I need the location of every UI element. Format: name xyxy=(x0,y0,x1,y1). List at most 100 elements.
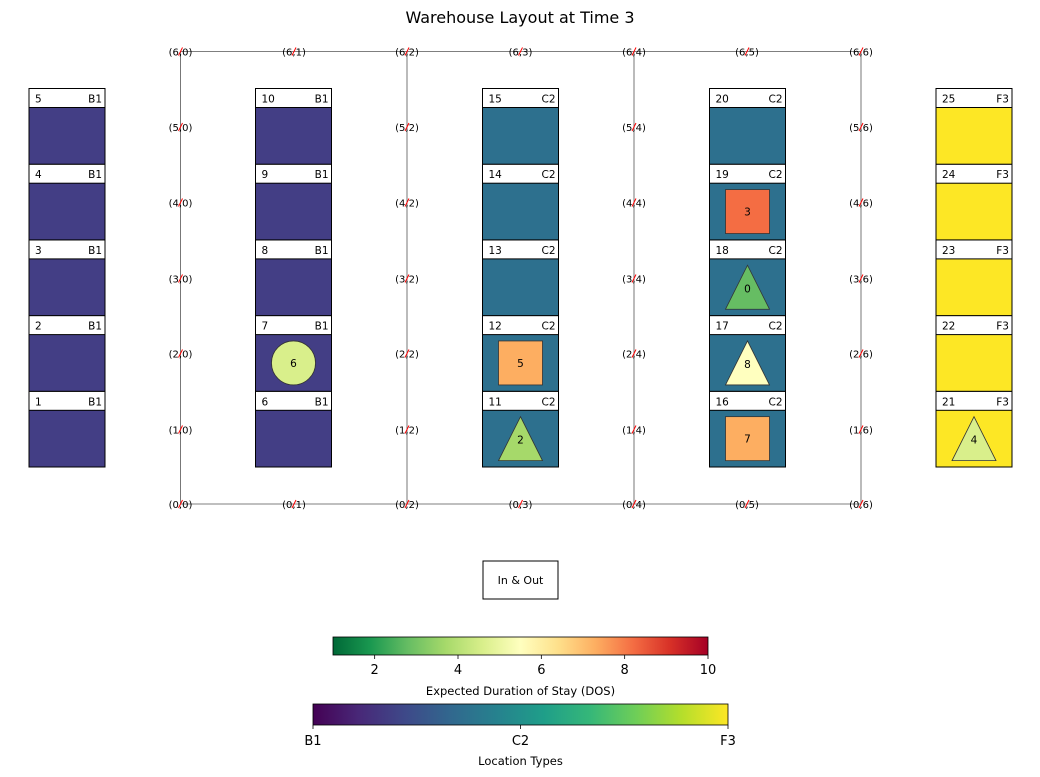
types-colorbar-label: Location Types xyxy=(478,754,563,768)
dos-tick-label: 8 xyxy=(621,663,629,678)
grid-node-marker xyxy=(744,499,750,509)
grid-node-label: (0,4) xyxy=(622,500,646,511)
location-type: B1 xyxy=(315,169,329,181)
location-type: B1 xyxy=(315,94,329,106)
grid-node-label: (2,4) xyxy=(622,350,646,361)
storage-location: 20 C2 xyxy=(709,88,786,165)
stored-items: 6 2 5 7 8 0 3 4 xyxy=(271,189,997,462)
location-id: 12 xyxy=(489,321,502,333)
dos-colorbar: 2 4 6 8 10 Expected Duration of Stay (DOS) xyxy=(332,636,717,698)
storage-location: 5 B1 xyxy=(28,88,106,165)
storage-location: 15 C2 xyxy=(482,88,559,165)
grid-node-marker xyxy=(178,198,183,207)
grid-node-label: (2,2) xyxy=(395,350,419,361)
item-shape xyxy=(497,415,544,462)
grid-node-marker xyxy=(631,499,637,509)
grid-node-label: (4,2) xyxy=(395,199,419,210)
grid-node-label: (1,6) xyxy=(849,426,873,437)
grid-node-label: (1,2) xyxy=(395,426,419,437)
grid-node-marker xyxy=(631,349,637,358)
item-triangle: 0 xyxy=(724,264,771,310)
grid-node-label: (6,6) xyxy=(849,48,873,59)
location-type: C2 xyxy=(541,245,555,257)
dos-tick-label: 10 xyxy=(700,663,717,678)
location-id: 4 xyxy=(35,169,42,181)
grid-node-marker xyxy=(404,499,410,509)
grid-node-label: (2,0) xyxy=(169,350,193,361)
item-triangle: 4 xyxy=(951,415,997,462)
grid-node-label: (4,0) xyxy=(169,199,193,210)
grid-node-marker xyxy=(178,122,183,132)
item-shape xyxy=(498,340,543,386)
location-type: B1 xyxy=(88,169,102,181)
grid-node-marker xyxy=(404,349,410,358)
location-type: C2 xyxy=(541,94,555,106)
item-shape xyxy=(951,415,997,462)
grid-node-label: (0,1) xyxy=(282,500,306,511)
location-id: 25 xyxy=(942,94,955,106)
grid-node-marker xyxy=(858,47,864,56)
storage-location: 13 C2 xyxy=(482,239,559,317)
grid-node-marker xyxy=(518,499,523,509)
location-id: 14 xyxy=(489,169,503,181)
grid-node-marker xyxy=(404,274,410,283)
item-square: 3 xyxy=(725,189,770,234)
location-types-colorbar: B1 C2 F3 Location Types xyxy=(304,703,736,768)
location-id: 15 xyxy=(489,94,502,106)
grid-node-marker xyxy=(858,425,864,434)
item-shape xyxy=(724,264,771,310)
location-type: B1 xyxy=(88,245,102,257)
storage-location: 14 C2 xyxy=(482,163,559,241)
location-id: 10 xyxy=(262,94,275,106)
grid-node-label: (0,2) xyxy=(395,500,419,511)
grid-node-marker xyxy=(404,47,410,56)
item-label: 2 xyxy=(517,435,524,447)
grid-node-label: (5,0) xyxy=(169,123,193,134)
location-type: B1 xyxy=(315,321,329,333)
grid-node-marker xyxy=(858,349,864,358)
location-type: F3 xyxy=(996,245,1009,257)
storage-location: 9 B1 xyxy=(255,163,332,241)
item-shape xyxy=(725,416,770,462)
grid-node-label: (5,2) xyxy=(395,123,419,134)
location-type: C2 xyxy=(541,396,555,408)
grid-node-label: (1,4) xyxy=(622,426,646,437)
grid-node-label: (6,1) xyxy=(282,48,306,59)
location-id: 13 xyxy=(489,245,502,257)
location-id: 6 xyxy=(262,396,269,408)
location-id: 23 xyxy=(942,245,955,257)
grid-node-label: (0,6) xyxy=(849,500,873,511)
grid-node-label: (5,6) xyxy=(849,123,873,134)
grid-node-label: (0,0) xyxy=(169,500,193,511)
location-header xyxy=(255,88,332,108)
location-id: 11 xyxy=(489,396,502,408)
dos-tick-label: 6 xyxy=(537,663,545,678)
grid-node-label: (5,4) xyxy=(622,123,646,134)
item-label: 7 xyxy=(744,434,751,446)
grid-node-marker xyxy=(291,47,297,56)
types-tick-label: F3 xyxy=(720,734,736,749)
location-type: B1 xyxy=(88,321,102,333)
grid-node-marker xyxy=(178,425,183,434)
location-id: 21 xyxy=(942,396,955,408)
grid-node-marker xyxy=(178,349,183,358)
grid-node-label: (2,6) xyxy=(849,350,873,361)
item-shape xyxy=(724,340,771,386)
location-type: B1 xyxy=(88,396,102,408)
aisle-grid: (0,0) (0,1) (0,2) (0,3) (0,4) (0,5) (0,6) (1,0)… xyxy=(169,47,873,511)
grid-node-marker xyxy=(291,499,297,509)
grid-node-marker xyxy=(631,274,637,283)
grid-node-marker xyxy=(404,122,410,132)
grid-node-marker xyxy=(631,425,637,434)
grid-node-marker xyxy=(858,499,864,509)
location-id: 9 xyxy=(262,169,269,181)
location-id: 8 xyxy=(262,245,269,257)
dos-colorbar-gradient xyxy=(332,636,709,656)
grid-node-label: (3,4) xyxy=(622,275,646,286)
location-type: C2 xyxy=(768,396,782,408)
item-triangle: 8 xyxy=(724,340,771,386)
grid-node-label: (3,2) xyxy=(395,275,419,286)
item-label: 8 xyxy=(744,359,751,371)
location-id: 20 xyxy=(716,94,729,106)
storage-location: 23 F3 xyxy=(935,239,1013,317)
